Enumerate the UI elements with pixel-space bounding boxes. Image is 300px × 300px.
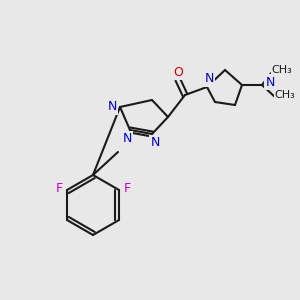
Text: CH₃: CH₃ [272, 65, 292, 75]
Text: F: F [56, 182, 63, 194]
Text: N: N [122, 133, 132, 146]
Text: N: N [265, 76, 275, 88]
Text: N: N [150, 136, 160, 149]
Text: CH₃: CH₃ [274, 90, 296, 100]
Text: F: F [123, 182, 130, 194]
Text: N: N [107, 100, 117, 113]
Text: O: O [173, 65, 183, 79]
Text: N: N [204, 73, 214, 85]
